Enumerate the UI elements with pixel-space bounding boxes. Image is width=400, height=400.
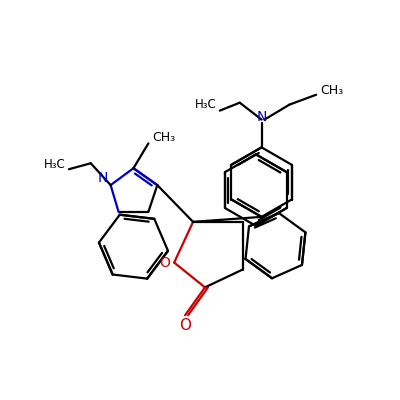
Text: H₃C: H₃C [44,158,66,171]
Text: N: N [98,171,108,185]
Text: H₃C: H₃C [195,98,217,111]
Text: O: O [179,318,191,333]
Text: O: O [159,256,170,270]
Text: N: N [256,110,267,124]
Text: CH₃: CH₃ [153,131,176,144]
Text: CH₃: CH₃ [320,84,344,97]
